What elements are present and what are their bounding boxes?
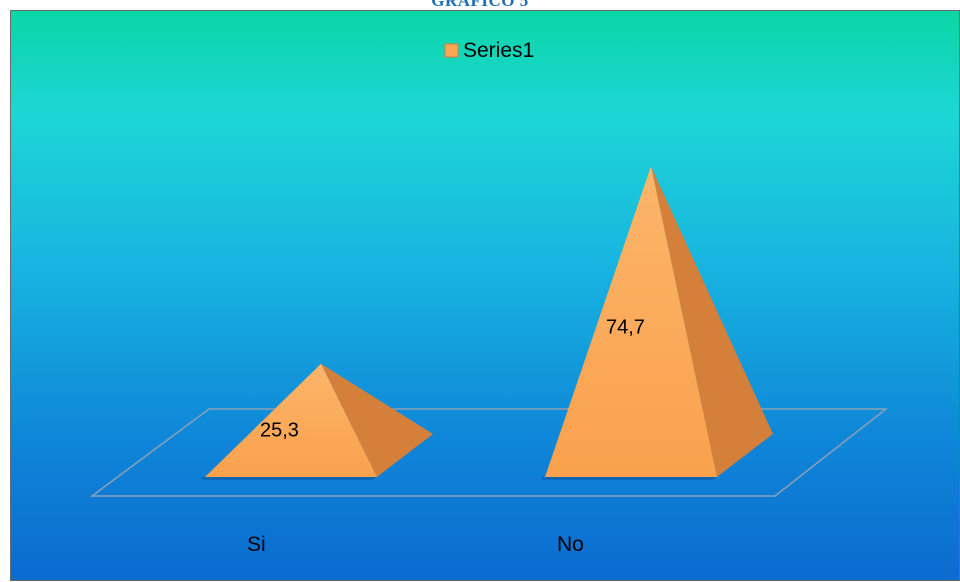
category-label: Si	[247, 533, 266, 556]
chart-title: GRAFICO 5	[431, 0, 529, 10]
plot-floor	[89, 408, 889, 497]
legend-marker	[444, 43, 459, 58]
legend: Series1	[444, 39, 534, 62]
data-label: 74,7	[606, 317, 645, 339]
chart-svg: Series1 25,3 Si 74,7 No	[89, 39, 889, 556]
category-label: No	[557, 533, 584, 556]
pyramid-side-si	[321, 363, 433, 477]
chart-area: Series1 25,3 Si 74,7 No	[10, 10, 960, 581]
pyramid-si	[205, 363, 377, 477]
legend-label: Series1	[463, 39, 534, 62]
data-label: 25,3	[260, 420, 299, 442]
pyramid-no	[545, 166, 717, 477]
pyramid-side-no	[651, 166, 773, 477]
